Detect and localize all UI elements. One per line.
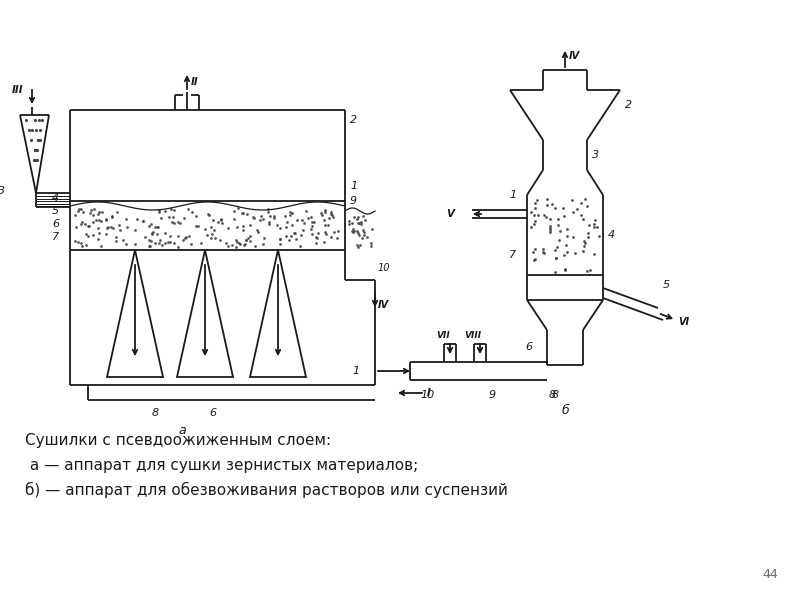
Polygon shape	[250, 250, 306, 377]
Text: IV: IV	[378, 300, 389, 310]
Text: VI: VI	[678, 317, 689, 327]
Text: I: I	[427, 388, 431, 398]
Text: 44: 44	[762, 568, 778, 581]
Text: 7: 7	[52, 232, 59, 242]
Text: а: а	[178, 424, 186, 437]
Polygon shape	[177, 250, 233, 377]
Text: VII: VII	[436, 331, 450, 340]
Text: 3: 3	[592, 150, 599, 160]
Text: IV: IV	[569, 51, 580, 61]
Text: 6: 6	[525, 343, 532, 352]
Text: 1: 1	[350, 181, 357, 191]
Text: 8: 8	[151, 408, 158, 418]
Text: 10: 10	[421, 390, 435, 400]
Text: 6: 6	[210, 408, 217, 418]
Text: 8: 8	[552, 390, 559, 400]
Text: 5: 5	[663, 280, 670, 290]
Text: 3: 3	[0, 186, 5, 196]
Text: VIII: VIII	[464, 331, 481, 340]
Text: III: III	[12, 85, 24, 95]
Text: V: V	[446, 209, 454, 219]
Text: 10: 10	[378, 263, 390, 273]
Text: 2: 2	[350, 115, 357, 125]
Text: 5: 5	[52, 206, 59, 216]
Polygon shape	[107, 250, 163, 377]
Text: 4: 4	[52, 193, 59, 203]
Text: 7: 7	[509, 250, 516, 260]
Text: 8: 8	[549, 390, 555, 400]
Text: 1: 1	[353, 366, 360, 376]
Text: 9: 9	[350, 196, 357, 206]
Text: 4: 4	[608, 230, 615, 240]
Text: Сушилки с псевдоожиженным слоем:: Сушилки с псевдоожиженным слоем:	[25, 433, 331, 448]
Text: II: II	[191, 77, 198, 87]
Text: а — аппарат для сушки зернистых материалов;: а — аппарат для сушки зернистых материал…	[25, 458, 418, 473]
Text: 2: 2	[625, 100, 632, 110]
Text: 1: 1	[509, 190, 516, 200]
Text: 9: 9	[489, 390, 495, 400]
Text: 6: 6	[52, 219, 59, 229]
Text: б) — аппарат для обезвоживания растворов или суспензий: б) — аппарат для обезвоживания растворов…	[25, 482, 508, 498]
Text: б: б	[561, 403, 569, 416]
